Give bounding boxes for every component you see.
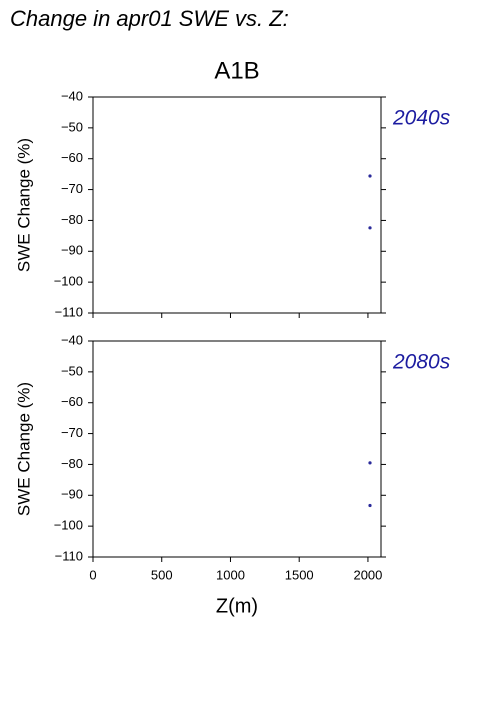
x-tick-label: 0 [89, 567, 96, 582]
y-tick-label: −60 [61, 150, 83, 165]
x-tick-label: 2000 [353, 567, 382, 582]
plot-frame [92, 340, 382, 558]
y-tick-label: −110 [55, 548, 83, 563]
y-tick-label: −40 [61, 332, 83, 347]
x-tick-label: 1000 [216, 567, 245, 582]
y-tick-label: −100 [54, 518, 83, 533]
y-tick-label: −80 [61, 212, 83, 227]
y-tick-label: −60 [61, 394, 83, 409]
y-tick-label: −100 [54, 274, 83, 289]
data-point [368, 226, 372, 230]
y-tick-label: −50 [61, 363, 83, 378]
y-tick-label: −40 [61, 88, 83, 103]
y-tick-label: −80 [61, 456, 83, 471]
y-tick-label: −90 [61, 487, 83, 502]
y-tick-label: −110 [55, 304, 83, 319]
y-tick-label: −90 [61, 243, 83, 258]
x-axis-label: Z(m) [216, 595, 258, 617]
panel-label: 2080s [392, 351, 451, 374]
x-tick-label: 1500 [285, 567, 314, 582]
data-point [368, 174, 372, 178]
y-tick-label: −70 [61, 181, 83, 196]
chart-title: Change in apr01 SWE vs. Z: [10, 6, 289, 31]
x-tick-label: 500 [151, 567, 173, 582]
data-point [368, 461, 372, 465]
panel-label: 2040s [392, 107, 451, 130]
y-tick-label: −70 [61, 425, 83, 440]
y-tick-label: −50 [61, 119, 83, 134]
plot-frame [92, 96, 382, 314]
y-axis-label: SWE Change (%) [14, 382, 33, 516]
chart-subtitle: A1B [214, 57, 259, 84]
data-point [368, 503, 372, 508]
y-axis-label: SWE Change (%) [14, 138, 33, 272]
